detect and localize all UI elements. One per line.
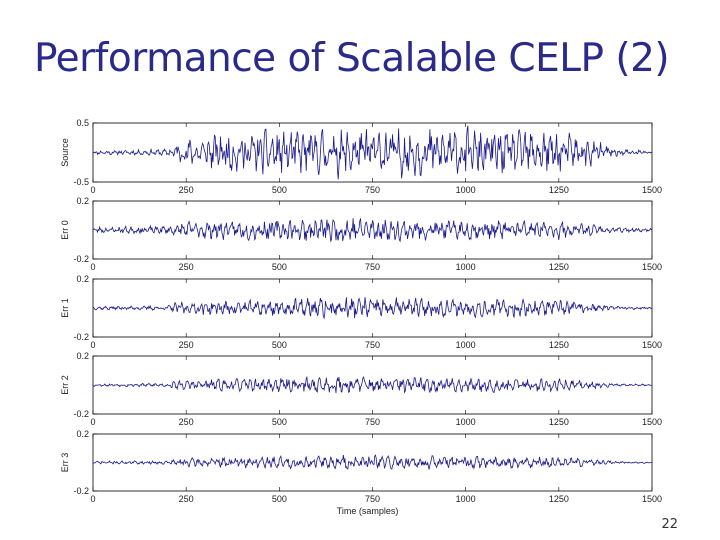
x-tick-label: 750 xyxy=(365,494,380,504)
series-line xyxy=(92,297,653,320)
x-tick-label: 500 xyxy=(272,185,287,195)
x-tick-label: 250 xyxy=(179,262,194,272)
x-tick-label: 500 xyxy=(272,262,287,272)
x-tick-label: 1250 xyxy=(549,494,569,504)
x-tick-label: 1000 xyxy=(456,262,476,272)
x-tick-label: 250 xyxy=(179,417,194,427)
subplot-4: 0 250 500 750 1000 1250 1500 0.2 -0.2 Err 2 xyxy=(60,351,662,427)
y-tick-label: -0.5 xyxy=(73,177,89,187)
y-tick-label: -0.2 xyxy=(73,409,89,419)
y-tick-label: -0.2 xyxy=(73,486,89,496)
y-tick-label: 0.2 xyxy=(76,274,89,284)
x-tick-label: 1500 xyxy=(642,262,662,272)
x-tick-label: 1500 xyxy=(642,185,662,195)
x-tick-label: 750 xyxy=(365,417,380,427)
x-axis-label: Time (samples) xyxy=(337,506,399,516)
y-axis-label: Source xyxy=(60,138,70,167)
x-tick-label: 0 xyxy=(90,340,95,350)
series-line xyxy=(92,125,653,180)
x-tick-label: 250 xyxy=(179,494,194,504)
x-tick-label: 750 xyxy=(365,262,380,272)
slide-title: Performance of Scalable CELP (2) xyxy=(34,36,670,81)
x-tick-label: 1250 xyxy=(549,262,569,272)
y-tick-label: -0.2 xyxy=(73,332,89,342)
series-line xyxy=(92,217,653,243)
y-tick-label: 0.5 xyxy=(76,118,89,128)
axes-box xyxy=(92,200,653,260)
x-tick-label: 250 xyxy=(179,185,194,195)
x-tick-label: 750 xyxy=(365,340,380,350)
x-tick-label: 1000 xyxy=(456,417,476,427)
y-tick-label: 0.2 xyxy=(76,196,89,206)
x-tick-label: 250 xyxy=(179,340,194,350)
x-tick-label: 1500 xyxy=(642,340,662,350)
y-tick-label: 0.2 xyxy=(76,351,89,361)
x-tick-label: 1250 xyxy=(549,185,569,195)
y-axis-label: Err 2 xyxy=(60,375,70,395)
y-axis-label: Err 1 xyxy=(60,298,70,318)
subplot-3: 0 250 500 750 1000 1250 1500 0.2 -0.2 Err 1 xyxy=(60,274,662,350)
x-tick-label: 1000 xyxy=(456,185,476,195)
y-axis-label: Err 3 xyxy=(60,453,70,473)
series-line xyxy=(92,454,653,470)
y-axis-label: Err 0 xyxy=(60,220,70,240)
y-tick-label: -0.2 xyxy=(73,254,89,264)
x-tick-label: 1000 xyxy=(456,340,476,350)
x-tick-label: 0 xyxy=(90,494,95,504)
x-tick-label: 1500 xyxy=(642,417,662,427)
series-line xyxy=(92,375,653,394)
x-tick-label: 1250 xyxy=(549,340,569,350)
x-tick-label: 750 xyxy=(365,185,380,195)
x-tick-label: 1250 xyxy=(549,417,569,427)
x-tick-label: 0 xyxy=(90,185,95,195)
x-tick-label: 0 xyxy=(90,262,95,272)
subplot-2: 0 250 500 750 1000 1250 1500 0.2 -0.2 Err 0 xyxy=(60,196,662,272)
x-tick-label: 500 xyxy=(272,340,287,350)
y-tick-label: 0.2 xyxy=(76,429,89,439)
subplot-5: 0 250 500 750 1000 1250 1500 0.2 -0.2 Err 3 Time (… xyxy=(60,429,662,516)
x-tick-label: 1000 xyxy=(456,494,476,504)
x-tick-label: 500 xyxy=(272,494,287,504)
x-tick-label: 1500 xyxy=(642,494,662,504)
x-tick-label: 500 xyxy=(272,417,287,427)
x-tick-label: 0 xyxy=(90,417,95,427)
page-number: 22 xyxy=(661,517,678,532)
